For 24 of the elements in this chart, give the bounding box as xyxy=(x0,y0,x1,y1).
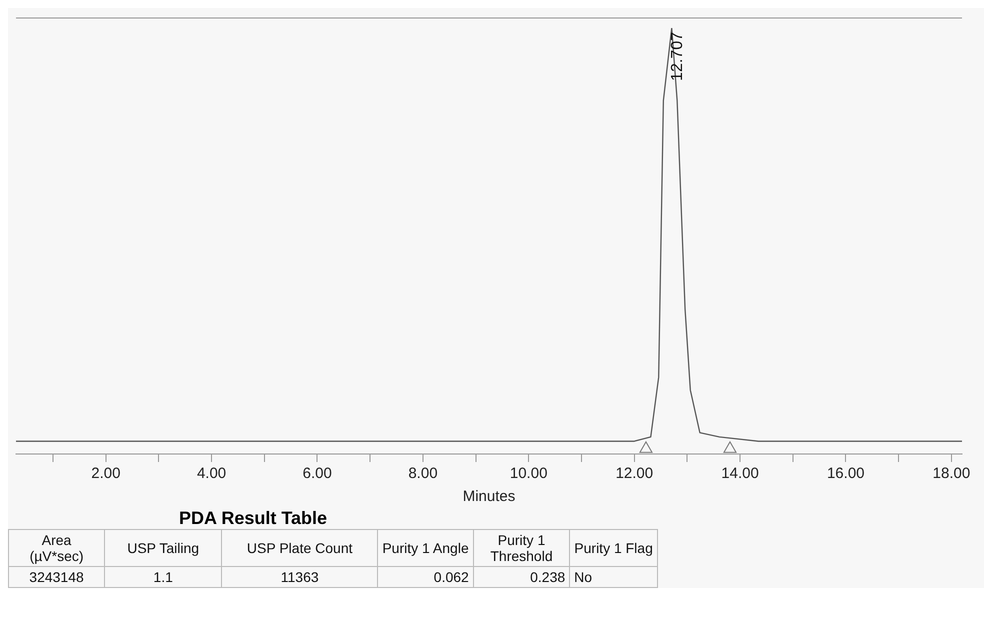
text: USP Plate Count xyxy=(222,530,378,566)
x-tick-label: 16.00 xyxy=(826,465,865,482)
annotation: 12.707 xyxy=(669,32,686,81)
x-tick-label: 12.00 xyxy=(616,465,654,482)
text: Purity 1 Threshold xyxy=(473,530,570,566)
text: 1.1 xyxy=(104,566,222,588)
x-tick-label: 4.00 xyxy=(196,465,226,482)
text: USP Tailing xyxy=(104,530,222,566)
text: 3243148 xyxy=(8,566,105,588)
text: Purity 1 Flag xyxy=(570,530,658,566)
x-tick-label: 6.00 xyxy=(302,465,332,482)
x-tick-label: 2.00 xyxy=(91,465,120,482)
x-axis-title: Minutes xyxy=(462,488,516,506)
x-tick-label: 8.00 xyxy=(408,465,438,482)
text: 0.238 xyxy=(473,566,570,588)
text: Purity 1 Angle xyxy=(378,530,474,566)
text: No xyxy=(570,566,658,588)
x-tick-label: 18.00 xyxy=(932,465,970,482)
text: 0.062 xyxy=(378,566,474,588)
text: Area (µV*sec) xyxy=(8,530,105,566)
text: 11363 xyxy=(222,566,378,588)
x-tick-label: 10.00 xyxy=(510,465,548,482)
text: PDA Result Table xyxy=(178,508,328,529)
x-tick-label: 14.00 xyxy=(721,465,759,482)
